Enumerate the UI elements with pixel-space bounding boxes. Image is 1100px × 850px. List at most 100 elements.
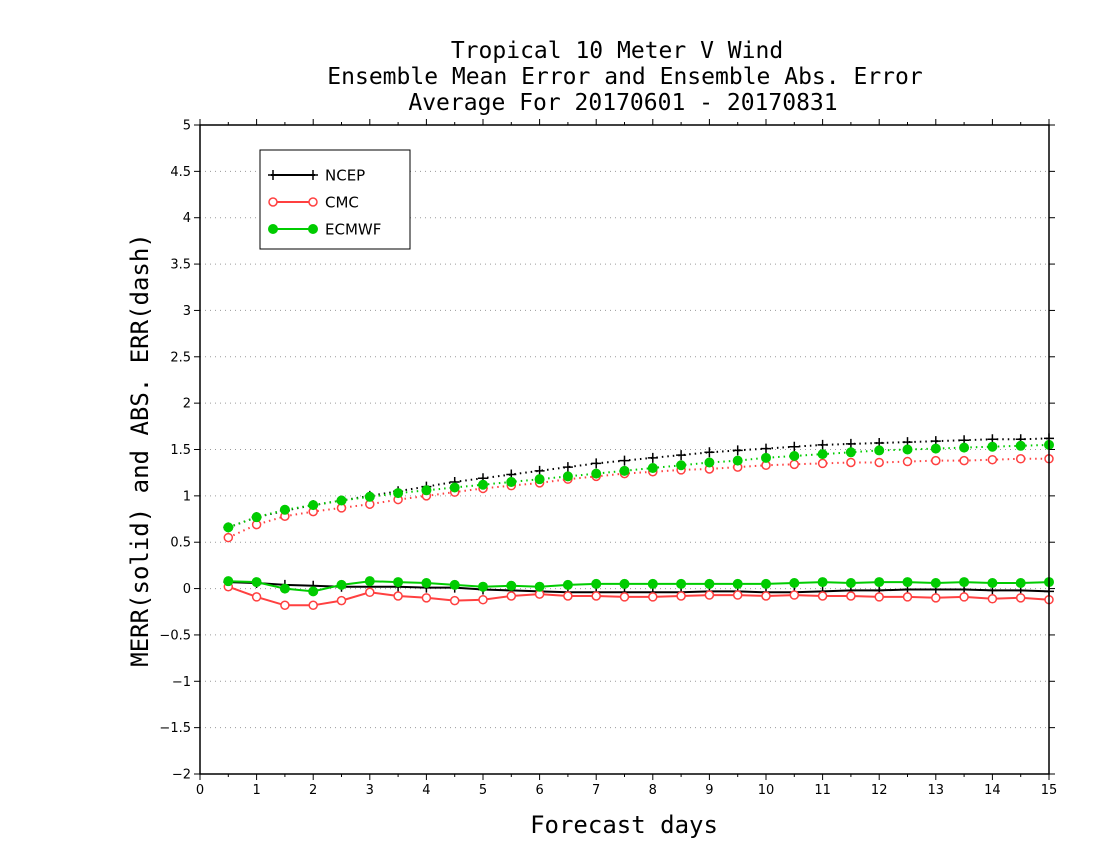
x-tick-label: 6 — [535, 783, 543, 798]
ecmwf-abs-err-point — [845, 447, 856, 458]
ecmwf-abs-err-point — [223, 522, 234, 533]
y-tick-label: 3.5 — [170, 258, 191, 273]
cmc-merr-point — [931, 593, 941, 603]
y-tick-label: 2 — [183, 397, 191, 412]
ecmwf-abs-err-point — [336, 495, 347, 506]
ecmwf-abs-err-point — [930, 443, 941, 454]
ecmwf-merr-point — [619, 578, 630, 589]
legend-label-cmc: CMC — [325, 194, 359, 212]
cmc-merr-point — [478, 594, 488, 605]
ecmwf-merr-point — [308, 586, 319, 597]
legend-marker-ncep — [308, 170, 318, 180]
cmc-abs-err-point — [931, 455, 941, 466]
ecmwf-abs-err-point — [789, 450, 800, 461]
x-tick-label: 2 — [309, 783, 317, 798]
ecmwf-merr-point — [506, 580, 517, 591]
ncep-abs-err-point — [704, 447, 715, 458]
x-tick-label: 1 — [252, 783, 260, 798]
x-tick-label: 3 — [366, 783, 374, 798]
ecmwf-merr-point — [534, 581, 545, 592]
ecmwf-abs-err-point — [959, 442, 970, 453]
x-tick-label: 12 — [871, 783, 888, 798]
cmc-merr-point — [648, 592, 658, 602]
ecmwf-abs-err-point — [478, 479, 488, 490]
y-tick-label: 2.5 — [170, 350, 191, 365]
y-tick-label: −1 — [172, 675, 191, 690]
ecmwf-merr-point — [478, 581, 488, 592]
y-tick-label: 1.5 — [170, 443, 191, 458]
cmc-merr-point — [365, 587, 375, 598]
x-tick-label: 13 — [928, 783, 945, 798]
legend-marker-cmc — [308, 197, 318, 207]
ecmwf-abs-err-point — [874, 445, 885, 456]
cmc-merr-point — [959, 592, 969, 602]
ncep-abs-err-point — [845, 438, 856, 449]
y-tick-label: 4 — [183, 211, 191, 226]
ecmwf-abs-err-point — [817, 449, 828, 460]
axis-ticks: −2−1.5−1−0.500.511.522.533.544.550 1 2 3 4 5 6… — [159, 119, 1057, 799]
ncep-abs-err-line — [227, 437, 1050, 529]
cmc-merr-point — [987, 594, 998, 604]
ncep-abs-err-point — [534, 465, 545, 476]
x-tick-label: 9 — [705, 783, 713, 798]
cmc-merr-point — [308, 600, 318, 611]
cmc-abs-err-point — [223, 532, 234, 543]
ecmwf-abs-err-point — [987, 441, 998, 452]
cmc-merr-point — [676, 591, 686, 601]
ncep-abs-err-point — [562, 462, 573, 473]
ecmwf-abs-err-point — [704, 457, 715, 468]
cmc-merr-point — [902, 592, 913, 602]
cmc-merr-point — [619, 592, 630, 602]
ecmwf-merr-point — [223, 576, 234, 587]
chart-title-line-1: Tropical 10 Meter V Wind — [451, 38, 783, 64]
x-tick-label: 10 — [758, 783, 775, 798]
x-tick-label: 0 — [196, 783, 204, 798]
ecmwf-merr-point — [364, 576, 375, 587]
cmc-merr-point — [732, 590, 743, 600]
cmc-abs-err-point — [874, 457, 884, 468]
legend-label-ncep: NCEP — [325, 167, 365, 185]
ecmwf-merr-point — [421, 578, 432, 589]
cmc-merr-point — [421, 593, 432, 603]
ecmwf-abs-err-point — [534, 474, 545, 485]
cmc-abs-err-point — [846, 457, 856, 468]
chart-title-line-2: Ensemble Mean Error and Ensemble Abs. Er… — [327, 64, 922, 90]
y-tick-label: 0 — [183, 582, 191, 597]
ecmwf-abs-err-point — [421, 485, 432, 496]
cmc-merr-point — [704, 590, 715, 600]
ecmwf-abs-err-line — [227, 443, 1050, 529]
y-tick-label: −2 — [172, 768, 191, 783]
ecmwf-merr-point — [959, 577, 970, 588]
ecmwf-abs-err-point — [449, 482, 460, 493]
y-tick-label: 3 — [183, 304, 191, 319]
ecmwf-abs-err-point — [279, 504, 290, 515]
ncep-abs-err-point — [591, 458, 602, 469]
x-tick-label: 5 — [479, 783, 487, 798]
ncep-abs-err-point — [647, 452, 658, 463]
cmc-merr-point — [761, 591, 771, 601]
ncep-abs-err-point — [676, 450, 687, 461]
legend: NCEP CMC ECMWF — [259, 149, 411, 250]
cmc-merr-point — [449, 595, 460, 606]
cmc-merr-point — [591, 591, 601, 601]
cmc-merr-point — [506, 591, 517, 601]
ecmwf-merr-point — [647, 578, 658, 589]
cmc-merr-point — [817, 591, 828, 601]
ecmwf-merr-point — [732, 578, 743, 589]
ecmwf-merr-point — [676, 578, 687, 589]
legend-label-ecmwf: ECMWF — [325, 221, 381, 239]
ecmwf-merr-point — [874, 577, 885, 588]
ecmwf-abs-err-point — [308, 500, 319, 511]
ecmwf-abs-err-point — [591, 468, 602, 479]
y-tick-label: 5 — [183, 119, 191, 134]
x-tick-label: 4 — [422, 783, 430, 798]
y-tick-label: −1.5 — [159, 721, 191, 736]
legend-box — [259, 149, 411, 250]
cmc-merr-point — [846, 591, 856, 601]
ecmwf-merr-point — [817, 577, 828, 588]
ecmwf-merr-point — [845, 578, 856, 589]
ecmwf-merr-point — [704, 578, 715, 589]
cmc-merr-point — [1015, 593, 1026, 603]
ecmwf-merr-point — [987, 578, 998, 589]
